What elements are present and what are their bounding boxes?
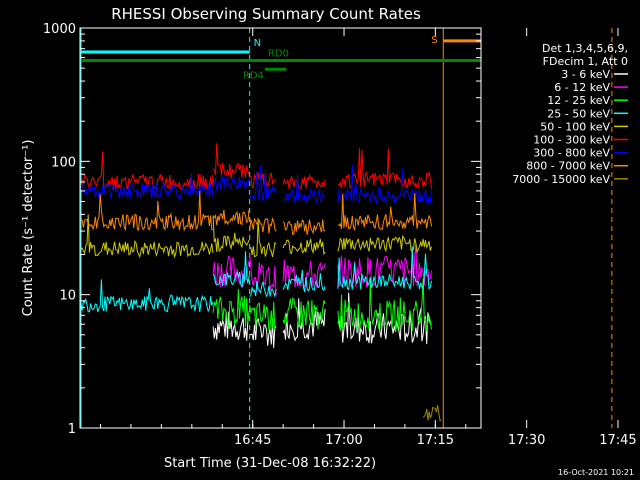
series-segment [249,281,277,299]
series-segment [212,255,250,288]
series-segment [337,148,432,189]
legend-entry-label: 800 - 7000 keV [526,160,610,173]
observing-flags [81,39,481,71]
legend-entry-label: 100 - 300 keV [533,134,610,147]
series-segment [249,317,277,348]
series-800-7000keV [80,178,640,236]
series-segment [212,288,250,329]
legend-entry-label: 12 - 25 keV [547,94,610,107]
flag-label-S: S [431,35,437,46]
series-segment [249,217,277,234]
series-segment [282,269,326,293]
legend-entry-label: 50 - 100 keV [540,120,610,133]
series-segment [212,175,250,191]
legend-entry-label: 7000 - 15000 keV [512,173,610,186]
series-segment [337,278,432,332]
series-segment [249,165,277,201]
legend-entry-label: 3 - 6 keV [561,68,610,81]
y-tick-label: 1 [68,422,76,437]
legend-header: Det 1,3,4,5,6,9, [542,42,628,55]
series-segment [80,172,214,200]
legend-header: FDecim 1, Att 0 [543,55,628,68]
series-25-50keV [80,246,640,313]
series-300-800keV [80,164,640,205]
series-segment [337,193,432,232]
series-segment [636,167,640,180]
series-segment [282,297,326,330]
series-segment [80,214,214,259]
x-tick-label: 17:45 [599,433,636,448]
series-segment [636,246,640,287]
y-axis-label: Count Rate (s⁻¹ detector⁻¹) [21,140,36,317]
x-tick-label: 17:00 [325,433,362,448]
series-segment [337,246,432,291]
legend-entry-label: 6 - 12 keV [554,81,610,94]
data-series [80,143,640,422]
x-tick-label: 17:30 [508,433,545,448]
series-segment [249,218,277,258]
series-segment [337,292,432,345]
series-segment [636,293,640,321]
series-segment [212,251,250,289]
series-segment [282,173,326,205]
series-segment [337,164,432,205]
chart-title: RHESSI Observing Summary Count Rates [111,5,421,23]
series-segment [282,259,326,290]
series-segment [282,238,326,256]
y-axis-ticks: 1 10 100 1000 [43,22,481,437]
y-tick-label: 10 [59,289,76,304]
plot-frame [79,27,482,429]
legend-entry-label: 25 - 50 keV [547,107,610,120]
series-50-100keV [80,214,640,259]
series-segment [636,156,640,172]
series-segment [282,298,326,342]
series-segment [282,219,326,236]
series-segment [282,174,326,191]
series-segment [212,143,250,179]
series-segment [249,253,277,296]
x-tick-label: 17:15 [417,433,454,448]
flag-label-RD4: RD4 [243,70,264,81]
series-segment [80,190,214,232]
series-segment [422,405,442,422]
series-segment [636,178,640,214]
series-12-25keV [212,276,640,332]
series-segment [636,248,640,281]
legend: Det 1,3,4,5,6,9,FDecim 1, Att 03 - 6 keV… [512,42,628,186]
time-markers [80,28,613,428]
series-segment [212,209,250,226]
series-segment [249,171,277,189]
flag-label-RD0: RD0 [268,49,289,60]
legend-entry-label: 300 - 800 keV [533,147,610,160]
series-segment [249,301,277,331]
x-axis-label: Start Time (31-Dec-08 16:32:22) [164,456,376,471]
series-segment [80,279,214,313]
y-tick-label: 1000 [43,22,76,37]
generation-timestamp: 16-Oct-2021 10:21 [558,468,634,477]
series-segment [212,215,250,253]
series-3-6keV [212,292,640,348]
series-segment [337,234,432,254]
series-segment [212,311,250,341]
x-tick-label: 16:45 [234,433,271,448]
series-segment [636,276,640,303]
series-segment [636,224,640,239]
y-tick-label: 100 [51,155,76,170]
series-7000-15000keV [422,405,442,422]
flag-label-N: N [254,38,261,49]
